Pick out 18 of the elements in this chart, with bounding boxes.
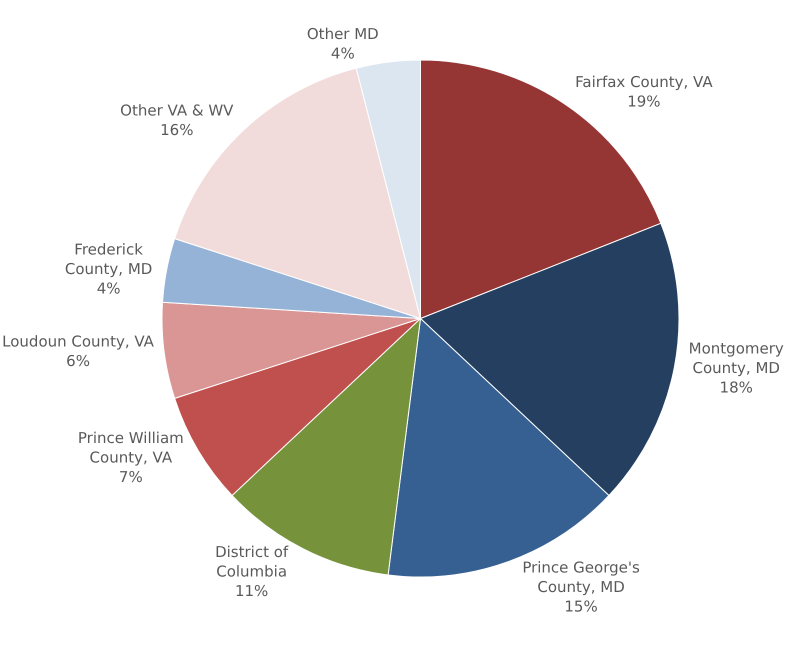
slice-label: Fairfax County, VA bbox=[575, 73, 714, 92]
slice-label: District of Columbia bbox=[215, 542, 289, 580]
data-label: 15% bbox=[564, 597, 598, 616]
data-label: 18% bbox=[720, 378, 753, 396]
slice-label: Prince William County, VA bbox=[78, 428, 184, 466]
data-label: 19% bbox=[627, 92, 661, 111]
data-label: 4% bbox=[96, 280, 120, 298]
slice-label: Other MD bbox=[306, 24, 379, 43]
slice-label: Prince George's County, MD bbox=[522, 558, 640, 596]
data-label: 7% bbox=[118, 468, 143, 486]
slice-label: Other VA & WV bbox=[120, 101, 234, 120]
data-label: 11% bbox=[234, 582, 268, 600]
data-label: 6% bbox=[66, 352, 90, 370]
slice-label: Frederick County, MD bbox=[64, 240, 152, 278]
data-label: 4% bbox=[330, 44, 355, 62]
slice-label: Loudoun County, VA bbox=[2, 332, 155, 350]
slice-label: Montgomery County, MD bbox=[688, 339, 784, 377]
data-label: 16% bbox=[160, 120, 194, 139]
